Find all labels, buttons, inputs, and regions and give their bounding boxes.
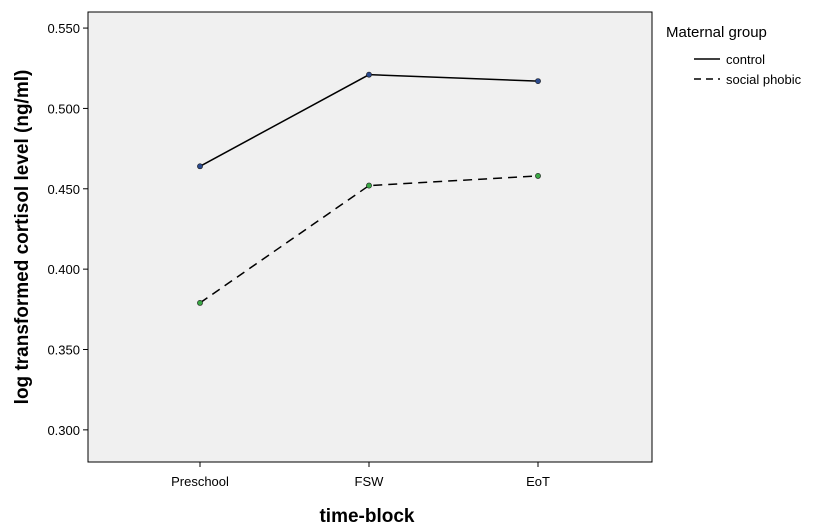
data-point-control [366,71,372,78]
y-axis: 0.300 0.350 0.400 0.450 0.500 0.550 [47,21,88,438]
y-axis-title: log transformed cortisol level (ng/ml) [12,70,33,405]
plot-area [87,11,653,463]
legend: Maternal group control social phobic [666,24,802,87]
legend-label-control: control [726,52,765,67]
x-tick-label: Preschool [171,474,229,489]
data-point-control [197,163,203,170]
series-line-social-phobic [199,175,539,304]
data-point-social-phobic [535,173,541,179]
y-tick-label: 0.500 [47,101,80,116]
data-point-social-phobic [197,299,203,306]
y-tick-label: 0.300 [47,423,80,438]
y-tick-label: 0.350 [47,343,80,358]
legend-label-social-phobic: social phobic [726,72,802,87]
data-point-social-phobic [366,182,372,189]
y-tick-label: 0.450 [47,182,80,197]
x-tick-label: FSW [355,474,385,489]
x-axis-title: time-block [319,506,414,527]
x-tick-label: EoT [526,474,550,489]
series-layer [197,71,541,306]
y-tick-label: 0.400 [47,262,80,277]
x-axis: Preschool FSW EoT [171,462,550,489]
data-point-control [535,78,541,85]
legend-title: Maternal group [666,24,767,41]
y-tick-label: 0.550 [47,21,80,36]
